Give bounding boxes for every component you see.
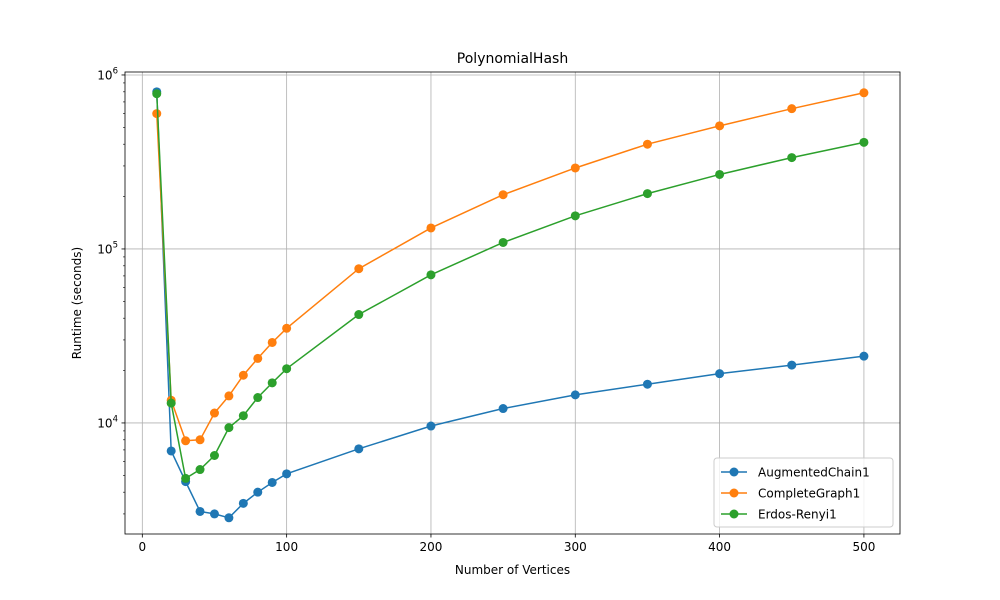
data-point-completegraph1: [642, 139, 652, 149]
series-line-augmentedchain1: [156, 91, 865, 519]
data-point-erdos-renyi1: [426, 270, 436, 280]
y-tick-label: 104: [97, 414, 118, 430]
data-point-completegraph1: [209, 408, 219, 418]
legend: AugmentedChain1 CompleteGraph1 Erdos-Ren…: [713, 457, 894, 528]
data-point-erdos-renyi1: [570, 211, 580, 221]
data-point-augmentedchain1: [354, 444, 364, 454]
data-point-erdos-renyi1: [859, 137, 869, 147]
x-tick-label: 400: [708, 540, 731, 554]
data-point-completegraph1: [354, 264, 364, 274]
data-point-erdos-renyi1: [282, 364, 292, 374]
data-point-augmentedchain1: [267, 477, 277, 487]
plot-frame: [124, 71, 901, 535]
legend-label-augmentedchain1: AugmentedChain1: [758, 466, 870, 480]
data-point-erdos-renyi1: [166, 398, 176, 408]
data-point-erdos-renyi1: [498, 237, 508, 247]
data-point-augmentedchain1: [715, 369, 725, 379]
data-point-augmentedchain1: [238, 498, 248, 508]
data-point-erdos-renyi1: [642, 189, 652, 199]
plot-series: [152, 87, 869, 523]
legend-marker-augmentedchain1: [729, 467, 739, 477]
data-point-augmentedchain1: [253, 487, 263, 497]
y-tick-label: 106: [97, 66, 118, 82]
legend-marker-erdos-renyi1: [729, 509, 739, 519]
data-point-completegraph1: [253, 353, 263, 363]
data-point-completegraph1: [570, 163, 580, 173]
y-tick-label: 105: [97, 240, 118, 256]
data-point-completegraph1: [426, 223, 436, 233]
legend-label-erdos-renyi1: Erdos-Renyi1: [758, 508, 837, 522]
data-point-augmentedchain1: [570, 390, 580, 400]
data-point-augmentedchain1: [498, 404, 508, 414]
data-point-completegraph1: [224, 391, 234, 401]
data-point-completegraph1: [715, 121, 725, 131]
data-point-erdos-renyi1: [152, 89, 162, 99]
data-point-completegraph1: [787, 104, 797, 114]
data-point-augmentedchain1: [282, 469, 292, 479]
data-point-augmentedchain1: [166, 446, 176, 456]
data-point-erdos-renyi1: [787, 153, 797, 163]
legend-entry-completegraph1: CompleteGraph1: [721, 487, 860, 501]
data-point-completegraph1: [498, 190, 508, 200]
data-point-completegraph1: [195, 435, 205, 445]
data-point-completegraph1: [152, 109, 162, 119]
data-point-erdos-renyi1: [253, 393, 263, 403]
legend-entry-erdos-renyi1: Erdos-Renyi1: [721, 508, 837, 522]
data-point-erdos-renyi1: [181, 473, 191, 483]
data-point-augmentedchain1: [787, 360, 797, 370]
data-point-completegraph1: [859, 88, 869, 98]
data-point-completegraph1: [282, 323, 292, 333]
legend-entry-augmentedchain1: AugmentedChain1: [721, 466, 870, 480]
data-point-augmentedchain1: [224, 513, 234, 523]
legend-box: [713, 457, 894, 528]
data-point-augmentedchain1: [209, 509, 219, 519]
data-point-erdos-renyi1: [224, 423, 234, 433]
data-point-erdos-renyi1: [715, 169, 725, 179]
x-tick-label: 0: [138, 540, 146, 554]
x-tick-label: 200: [420, 540, 443, 554]
data-point-completegraph1: [181, 436, 191, 446]
data-point-erdos-renyi1: [267, 378, 277, 388]
data-point-erdos-renyi1: [195, 465, 205, 475]
axes-ticks: 0 100 200 300 400 500 104 105 106: [97, 66, 875, 554]
data-point-completegraph1: [238, 370, 248, 380]
legend-marker-completegraph1: [729, 488, 739, 498]
data-point-augmentedchain1: [426, 421, 436, 431]
data-point-erdos-renyi1: [238, 411, 248, 421]
x-tick-label: 100: [275, 540, 298, 554]
y-axis-label: Runtime (seconds): [70, 247, 84, 359]
data-point-augmentedchain1: [642, 379, 652, 389]
grid: [125, 72, 900, 534]
x-tick-label: 500: [852, 540, 875, 554]
data-point-erdos-renyi1: [354, 310, 364, 320]
data-point-erdos-renyi1: [209, 450, 219, 460]
data-point-completegraph1: [267, 337, 277, 347]
data-point-augmentedchain1: [195, 506, 205, 516]
chart-title: PolynomialHash: [457, 51, 568, 67]
data-point-augmentedchain1: [859, 351, 869, 361]
x-tick-label: 300: [564, 540, 587, 554]
legend-label-completegraph1: CompleteGraph1: [758, 487, 860, 501]
x-axis-label: Number of Vertices: [455, 563, 570, 577]
